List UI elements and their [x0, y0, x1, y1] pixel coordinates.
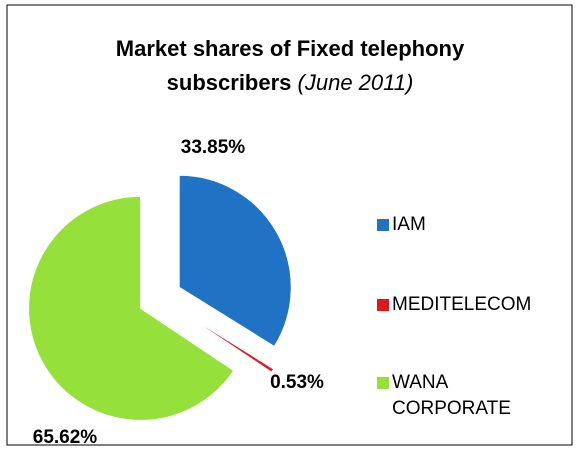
- legend-label: WANA CORPORATE: [392, 372, 511, 419]
- legend-swatch: [377, 377, 389, 389]
- legend-item: MEDITELECOM: [377, 292, 567, 318]
- chart-title-block: Market shares of Fixed telephony subscri…: [95, 32, 485, 100]
- chart-subtitle: (June 2011): [297, 70, 414, 95]
- data-label: 65.62%: [33, 427, 98, 448]
- chart-border: [6, 4, 573, 446]
- pie-slice: [178, 309, 275, 373]
- data-label: 0.53%: [270, 372, 324, 393]
- legend-label: IAM: [392, 214, 426, 235]
- legend-swatch: [377, 299, 389, 311]
- legend-label: MEDITELECOM: [392, 294, 532, 315]
- pie-slice: [178, 174, 292, 348]
- legend-item: WANA CORPORATE: [377, 370, 567, 422]
- chart-title: Market shares of Fixed telephony subscri…: [115, 36, 465, 95]
- legend-swatch: [377, 219, 389, 231]
- legend-item: IAM: [377, 212, 567, 238]
- data-label: 33.85%: [181, 137, 246, 158]
- pie-slice: [28, 195, 235, 421]
